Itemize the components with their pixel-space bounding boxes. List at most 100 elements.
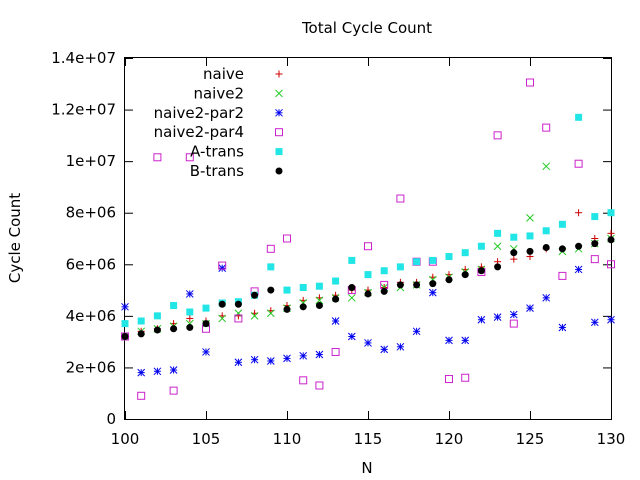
data-point [607, 260, 615, 269]
data-point [558, 271, 567, 280]
data-point [251, 291, 259, 299]
data-point [542, 162, 551, 171]
data-point [299, 351, 308, 360]
data-point [234, 309, 243, 318]
data-point [413, 258, 421, 266]
data-point [477, 242, 485, 250]
data-point [558, 220, 566, 228]
x-tick-label: 115 [354, 430, 383, 448]
data-point [526, 78, 534, 87]
legend-label: B-trans [190, 162, 244, 180]
data-point [153, 153, 162, 162]
data-point [153, 312, 161, 320]
data-point [607, 236, 615, 244]
legend-marker [275, 167, 283, 175]
data-point [137, 330, 145, 338]
data-point [315, 282, 323, 290]
data-point [283, 286, 291, 294]
data-point [607, 209, 615, 217]
data-point [607, 315, 615, 324]
data-point [542, 244, 550, 252]
axis-ticks: 100 105 110 115 120 125 130 0 2e+06 4e+06 6e+06 8e+… [51, 49, 625, 448]
data-point [332, 295, 340, 303]
data-point [202, 348, 210, 356]
data-point [185, 153, 194, 162]
data-point [396, 263, 404, 271]
data-point [170, 325, 178, 333]
data-point [380, 287, 388, 295]
x-tick-label: 105 [192, 430, 221, 448]
data-point [137, 317, 145, 325]
data-point [591, 213, 599, 221]
legend-marker [275, 108, 283, 117]
data-point [202, 304, 210, 312]
data-point [461, 336, 470, 345]
data-point [575, 209, 583, 217]
data-point [315, 381, 324, 390]
data-point [186, 308, 194, 316]
data-point [575, 242, 583, 250]
data-point [185, 290, 194, 298]
data-point [364, 242, 372, 251]
data-point [234, 314, 243, 323]
y-axis-label: Cycle Count [6, 193, 24, 283]
legend-marker [275, 148, 283, 156]
y-tick-label: 1.2e+07 [51, 101, 116, 119]
data-point [445, 375, 453, 384]
data-point [510, 233, 518, 241]
data-point [283, 234, 291, 243]
data-point [250, 312, 259, 320]
data-point [590, 255, 599, 264]
y-tick-label: 0 [106, 410, 116, 428]
data-point [250, 355, 259, 364]
legend-label: naive2 [193, 84, 244, 102]
y-tick-label: 8e+06 [66, 204, 116, 222]
data-point [461, 373, 470, 382]
data-point [315, 302, 323, 310]
data-point [493, 131, 502, 140]
data-point [396, 281, 404, 289]
series-naive2 [121, 162, 615, 341]
data-point [202, 320, 210, 328]
series-naive2-par2 [121, 264, 615, 377]
data-point [477, 315, 486, 324]
data-point [331, 347, 340, 356]
data-point [169, 386, 178, 395]
data-point [266, 309, 275, 318]
data-point [153, 326, 161, 334]
data-point [348, 283, 356, 291]
data-point [526, 214, 534, 222]
data-point [396, 342, 405, 351]
chart-title: Total Cycle Count [301, 19, 432, 37]
data-point [558, 323, 567, 332]
data-point [137, 368, 146, 377]
y-tick-label: 1.4e+07 [51, 49, 116, 67]
data-point [266, 357, 275, 365]
x-tick-label: 110 [273, 430, 302, 448]
data-point [218, 300, 226, 308]
data-point [267, 263, 275, 271]
data-point [542, 293, 551, 302]
data-point [234, 300, 242, 308]
data-point [461, 249, 469, 257]
data-point [591, 240, 599, 248]
data-point [137, 391, 146, 400]
legend-label: naive [203, 65, 244, 83]
legend-marker [275, 89, 283, 98]
data-point [170, 302, 178, 310]
data-point [267, 286, 275, 294]
data-point [153, 367, 162, 376]
data-point [234, 358, 243, 367]
data-point [266, 244, 275, 253]
data-point [445, 336, 453, 345]
data-point [526, 232, 534, 240]
data-point [558, 245, 566, 253]
data-point [283, 354, 291, 363]
data-point [590, 318, 599, 327]
data-point [315, 296, 324, 305]
x-axis-label: N [361, 459, 372, 477]
data-point [396, 194, 405, 203]
data-point [493, 242, 502, 251]
